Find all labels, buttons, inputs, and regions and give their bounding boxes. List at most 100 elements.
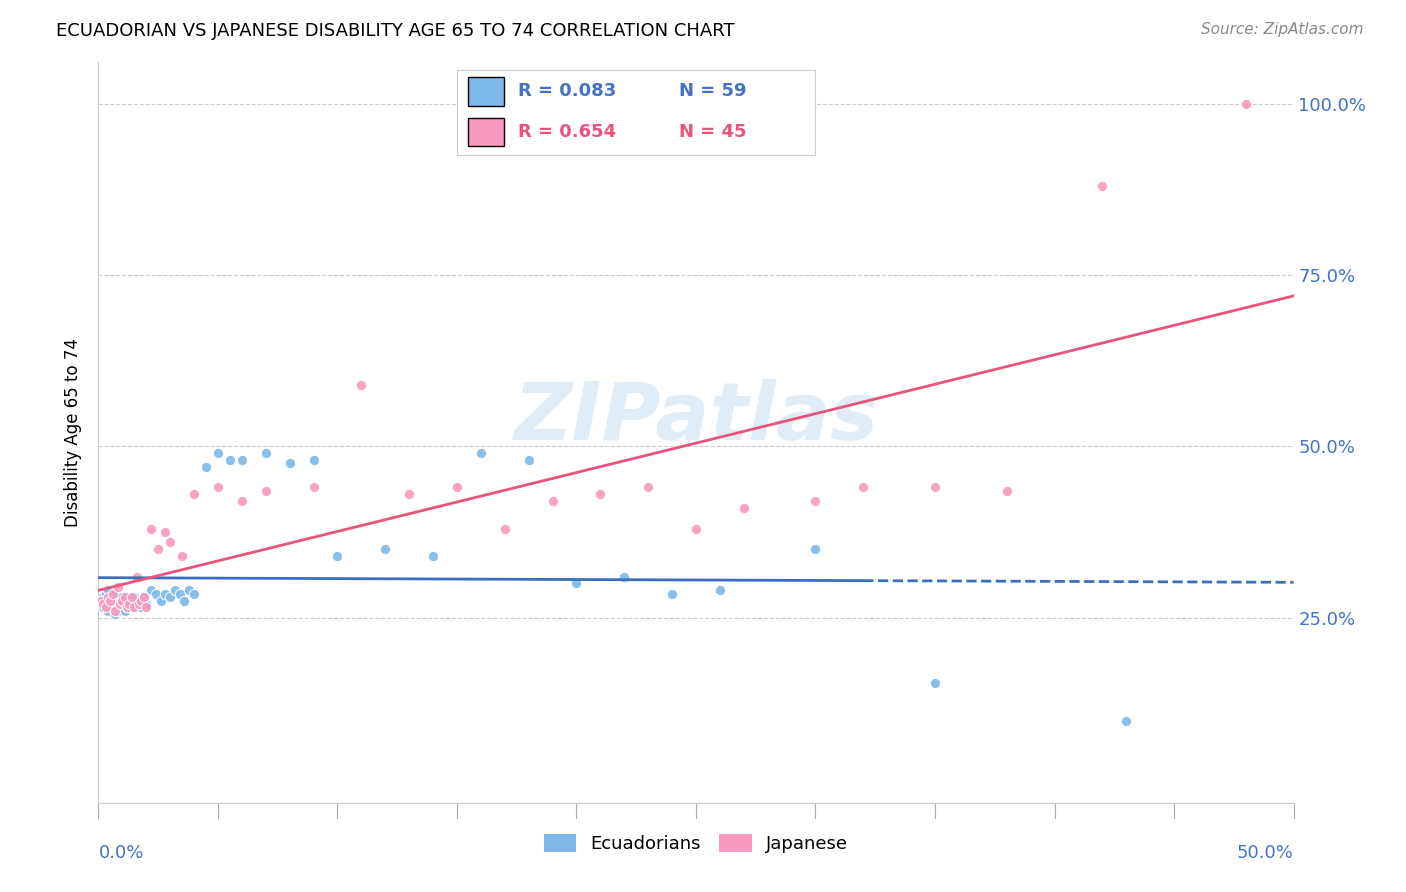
- Text: ECUADORIAN VS JAPANESE DISABILITY AGE 65 TO 74 CORRELATION CHART: ECUADORIAN VS JAPANESE DISABILITY AGE 65…: [56, 22, 735, 40]
- Point: [115, 600, 138, 615]
- Point: [132, 590, 155, 604]
- Point: [114, 593, 136, 607]
- Text: 50.0%: 50.0%: [1237, 844, 1294, 862]
- Point: [254, 483, 277, 498]
- Point: [90, 597, 112, 611]
- Text: 0.0%: 0.0%: [98, 844, 143, 862]
- Point: [125, 569, 148, 583]
- Point: [101, 590, 124, 604]
- Text: Source: ZipAtlas.com: Source: ZipAtlas.com: [1201, 22, 1364, 37]
- Point: [98, 597, 122, 611]
- Point: [145, 587, 167, 601]
- Point: [108, 600, 131, 615]
- Point: [733, 501, 755, 516]
- Point: [494, 522, 516, 536]
- Point: [565, 576, 588, 591]
- Point: [131, 600, 153, 615]
- Point: [350, 377, 373, 392]
- Point: [173, 593, 195, 607]
- Point: [107, 604, 129, 618]
- Point: [169, 587, 191, 601]
- Point: [995, 483, 1018, 498]
- Point: [135, 600, 157, 615]
- Point: [637, 480, 659, 494]
- Point: [254, 446, 277, 460]
- Point: [124, 590, 146, 604]
- Point: [98, 593, 122, 607]
- Point: [172, 549, 194, 563]
- Point: [125, 597, 148, 611]
- Point: [183, 587, 205, 601]
- Point: [302, 453, 325, 467]
- Point: [374, 542, 396, 557]
- Point: [101, 587, 124, 601]
- Point: [219, 453, 242, 467]
- Point: [94, 593, 117, 607]
- Point: [98, 593, 122, 607]
- Point: [709, 583, 731, 598]
- Y-axis label: Disability Age 65 to 74: Disability Age 65 to 74: [65, 338, 83, 527]
- Point: [108, 593, 131, 607]
- Point: [118, 597, 141, 611]
- Point: [94, 587, 117, 601]
- Point: [111, 597, 134, 611]
- Point: [195, 459, 218, 474]
- Point: [231, 494, 253, 508]
- Point: [91, 600, 114, 615]
- Point: [101, 600, 124, 615]
- Point: [104, 604, 127, 618]
- Point: [128, 597, 150, 611]
- Point: [517, 453, 540, 467]
- Point: [148, 542, 170, 557]
- Point: [163, 583, 186, 598]
- Point: [1091, 178, 1114, 193]
- Point: [207, 446, 229, 460]
- Point: [852, 480, 875, 494]
- Point: [97, 583, 120, 598]
- Point: [159, 535, 181, 549]
- Point: [804, 542, 827, 557]
- Text: ZIPatlas: ZIPatlas: [513, 379, 879, 457]
- Point: [104, 607, 127, 622]
- Point: [1115, 714, 1137, 728]
- Point: [132, 590, 155, 604]
- Point: [924, 480, 946, 494]
- Point: [128, 593, 150, 607]
- Point: [278, 457, 301, 471]
- Point: [422, 549, 444, 563]
- Point: [231, 453, 253, 467]
- Point: [924, 676, 946, 690]
- Point: [139, 522, 162, 536]
- Point: [121, 600, 143, 615]
- Point: [302, 480, 325, 494]
- Point: [135, 597, 157, 611]
- Point: [661, 587, 683, 601]
- Point: [685, 522, 707, 536]
- Point: [179, 583, 201, 598]
- Point: [104, 587, 127, 601]
- Point: [613, 569, 636, 583]
- Point: [90, 593, 112, 607]
- Point: [326, 549, 349, 563]
- Point: [470, 446, 492, 460]
- Point: [118, 597, 141, 611]
- Point: [97, 590, 120, 604]
- Point: [183, 487, 205, 501]
- Point: [115, 600, 138, 615]
- Point: [121, 590, 143, 604]
- Point: [124, 600, 146, 615]
- Point: [155, 587, 177, 601]
- Point: [589, 487, 612, 501]
- Point: [97, 604, 120, 618]
- Point: [398, 487, 420, 501]
- Point: [131, 593, 153, 607]
- Point: [114, 590, 136, 604]
- Point: [114, 604, 136, 618]
- Point: [94, 600, 117, 615]
- Point: [541, 494, 564, 508]
- Point: [139, 583, 162, 598]
- Point: [107, 597, 129, 611]
- Legend: Ecuadorians, Japanese: Ecuadorians, Japanese: [537, 827, 855, 861]
- Point: [1234, 96, 1257, 111]
- Point: [149, 593, 172, 607]
